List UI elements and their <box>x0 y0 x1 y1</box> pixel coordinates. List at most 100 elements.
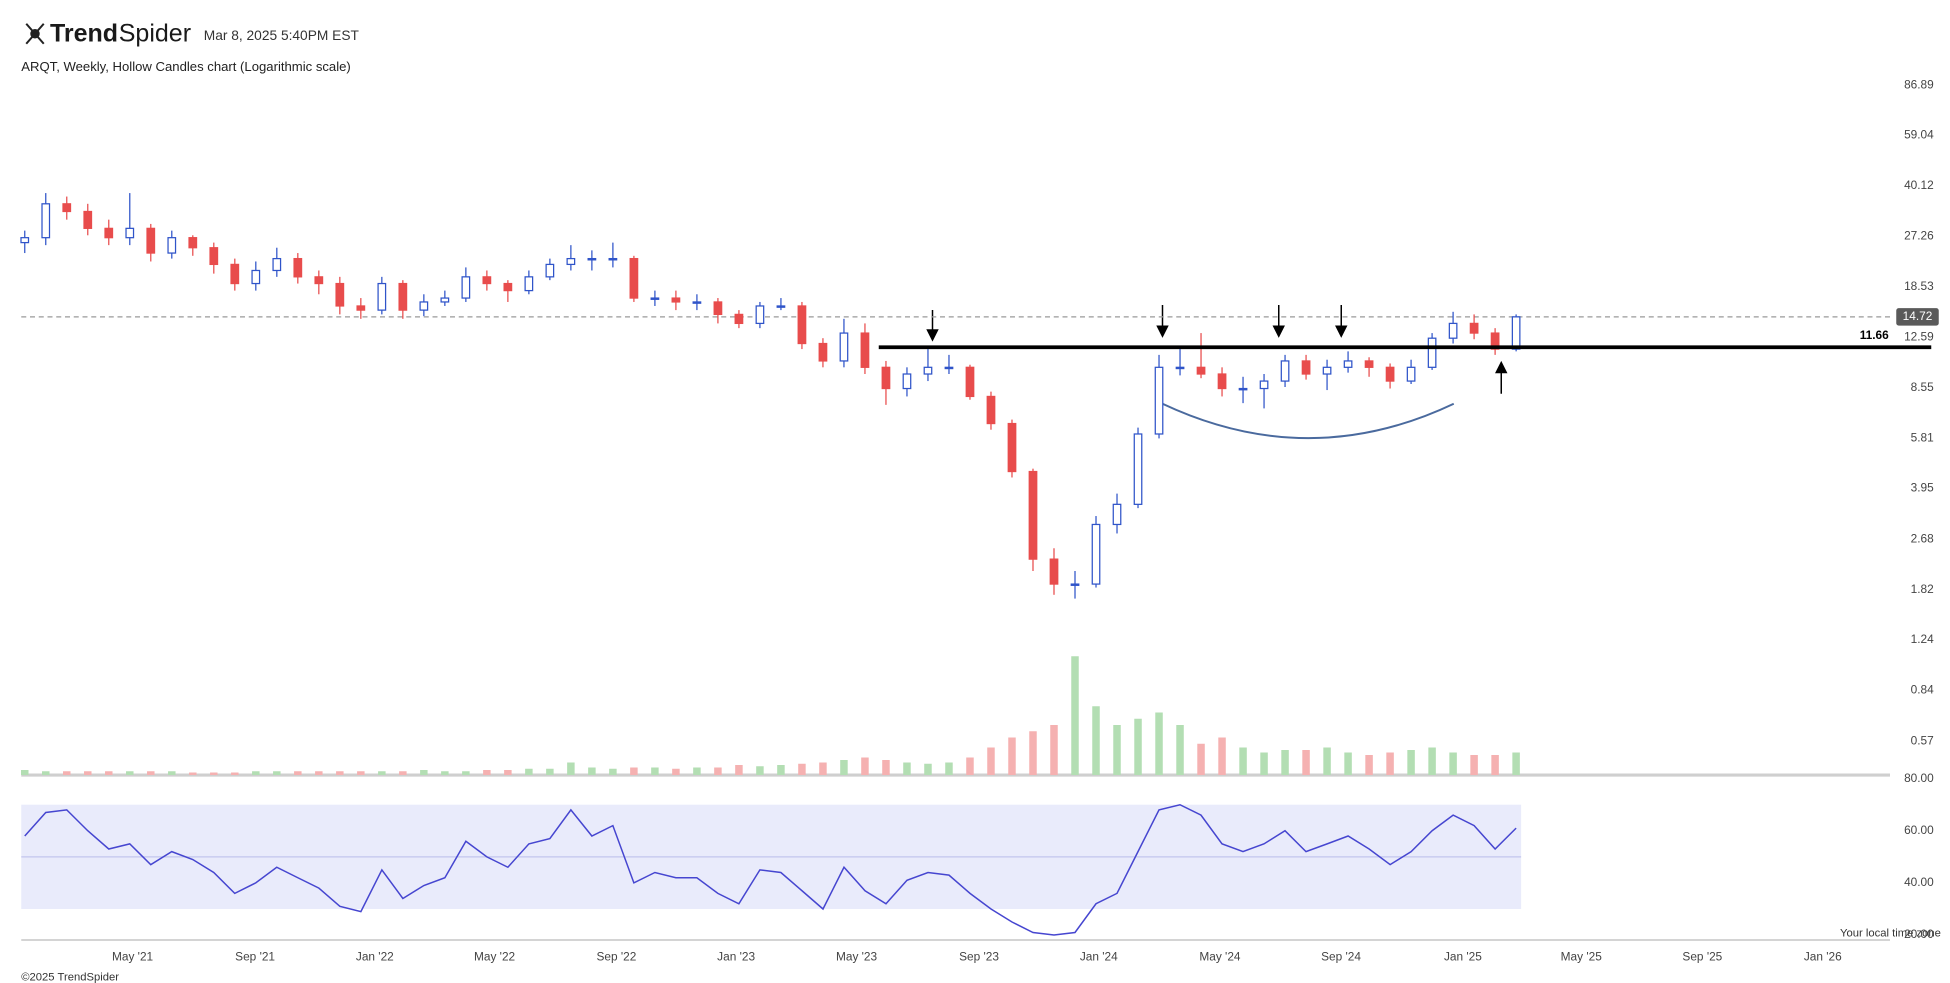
candle-body <box>545 263 555 278</box>
candle-body <box>1070 583 1080 586</box>
candle <box>104 219 114 246</box>
candle <box>965 364 975 400</box>
x-tick-label: Sep '25 <box>1682 950 1722 964</box>
y-tick-label: 1.82 <box>1911 582 1934 596</box>
candle <box>1469 314 1479 340</box>
candle <box>1196 333 1206 379</box>
volume-bar <box>1428 747 1436 775</box>
candle-body <box>1469 322 1479 334</box>
candle <box>986 391 996 430</box>
candle-body <box>83 210 93 229</box>
candle-body <box>524 276 534 292</box>
volume-bar <box>1386 752 1394 775</box>
volume-bar <box>1029 731 1037 775</box>
volume-bar <box>294 771 302 775</box>
candle <box>797 301 807 350</box>
x-tick-label: May '25 <box>1561 950 1603 964</box>
y-tick-label: 86.89 <box>1904 77 1934 91</box>
candle <box>650 290 660 306</box>
candle <box>671 290 681 311</box>
volume-bar <box>1113 725 1121 775</box>
volume-bar <box>630 767 638 775</box>
volume-bar <box>1302 750 1310 775</box>
resistance-label: 11.66 <box>1860 328 1889 342</box>
volume-bar <box>1281 750 1289 775</box>
x-tick-label: May '24 <box>1199 950 1241 964</box>
volume-bar <box>1512 752 1520 775</box>
volume-bar <box>168 771 176 775</box>
candle-body <box>818 342 828 362</box>
candle <box>440 290 450 306</box>
candle <box>881 360 891 405</box>
volume-bar <box>609 768 617 775</box>
x-tick-label: May '21 <box>112 950 154 964</box>
y-tick-label: 1.24 <box>1911 632 1934 646</box>
candle-body <box>272 257 282 272</box>
candle-body <box>1385 366 1395 382</box>
candle-body <box>566 257 576 266</box>
candle-body <box>377 282 387 311</box>
candle <box>629 255 639 302</box>
candle-body <box>692 301 702 304</box>
candle <box>1007 419 1017 478</box>
x-tick-label: Sep '23 <box>959 950 999 964</box>
candle <box>419 294 429 317</box>
candle <box>860 323 870 375</box>
volume-bar <box>756 766 764 775</box>
candle-body <box>167 237 177 254</box>
candle-body <box>923 366 933 375</box>
candle <box>1091 516 1101 588</box>
candle-body <box>62 203 72 213</box>
candle-body <box>734 313 744 325</box>
volume-bar <box>1260 752 1268 775</box>
candle-body <box>1049 558 1059 585</box>
candle-body <box>209 247 219 266</box>
volume-bar <box>1407 750 1415 775</box>
y-tick-label: 2.68 <box>1911 531 1934 545</box>
x-tick-label: Jan '26 <box>1804 950 1842 964</box>
candle <box>62 196 72 220</box>
candle-body <box>587 257 597 261</box>
candle <box>587 250 597 271</box>
volume-bar <box>1155 712 1163 775</box>
candle-body <box>776 305 786 308</box>
candle-body <box>461 276 471 299</box>
volume-bar <box>483 770 491 775</box>
candle-body <box>713 301 723 316</box>
candle-body <box>797 305 807 345</box>
candle <box>1175 349 1185 376</box>
volume-bar <box>819 762 827 775</box>
volume-bar <box>21 770 29 775</box>
candle <box>20 230 30 254</box>
volume-bar <box>189 772 197 775</box>
volume-bar <box>1449 752 1457 775</box>
y-tick-label: 18.53 <box>1904 279 1934 293</box>
last-price-label: 14.72 <box>1903 309 1933 323</box>
candle-body <box>20 237 30 244</box>
candle-body <box>839 332 849 362</box>
volume-bar <box>882 760 890 775</box>
candle <box>188 235 198 256</box>
rsi-tick-label: 40.00 <box>1904 875 1934 889</box>
x-tick-label: May '23 <box>836 950 878 964</box>
candle-body <box>398 282 408 311</box>
volume-bar <box>336 771 344 775</box>
candle-body <box>41 203 51 239</box>
candle <box>1385 363 1395 389</box>
x-tick-label: Sep '24 <box>1321 950 1361 964</box>
cup-arc <box>1162 402 1455 440</box>
candle-body <box>440 297 450 303</box>
candle-body <box>293 257 303 278</box>
candle-body <box>482 276 492 285</box>
candle-body <box>1133 433 1143 505</box>
volume-bar <box>1071 656 1079 775</box>
volume-bar <box>441 771 449 775</box>
y-tick-label: 27.26 <box>1904 229 1934 243</box>
volume-bar <box>147 771 155 775</box>
volume-bar <box>714 767 722 775</box>
candle-body <box>1301 360 1311 375</box>
candle <box>1364 357 1374 377</box>
candle-body <box>251 269 261 285</box>
volume-bar <box>945 762 953 775</box>
candle <box>1070 571 1080 599</box>
